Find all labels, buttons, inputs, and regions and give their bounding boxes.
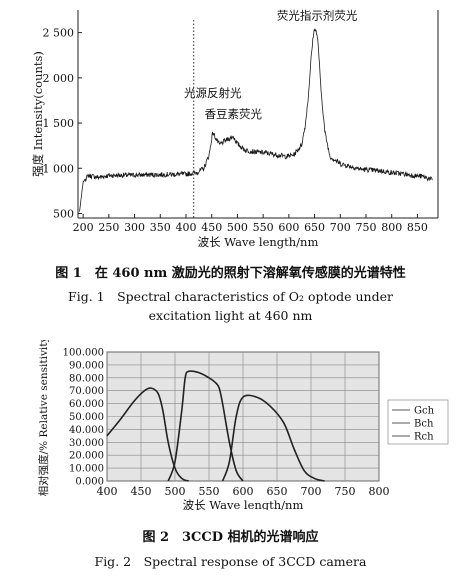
y-tick-label: 60.000 (69, 399, 104, 410)
x-tick-label: 850 (407, 221, 428, 234)
x-tick-label: 550 (253, 221, 274, 234)
x-tick-label: 550 (199, 485, 220, 498)
annotation-label: 香豆素荧光 (205, 107, 263, 121)
figure2-chart: 0.000 10.000 20.000 30.000 40.000 50.000 60.00… (37, 340, 449, 510)
y-tick-label: 0.000 (75, 477, 104, 488)
y-tick-label: 90.000 (69, 360, 104, 371)
x-tick-label: 800 (381, 221, 402, 234)
x-tick-label: 700 (301, 485, 322, 498)
y-tick-label: 1 000 (43, 162, 75, 175)
annotation-label: 光源反射光 (184, 86, 242, 100)
y-tick-label: 10.000 (69, 464, 104, 475)
x-tick-label: 600 (233, 485, 254, 498)
x-tick-label: 350 (150, 221, 171, 234)
figure1-chart: 200 250 300 350 400 450 500 550 600 650 700 750 800 8… (31, 8, 439, 249)
y-axis-label: 相对强度/% Relative sensitivity (37, 340, 50, 496)
x-tick-label: 250 (98, 221, 119, 234)
figure2-caption-cn: 图 2 3CCD 相机的光谱响应 (142, 530, 319, 545)
x-axis-label: 波长 Wave length/nm (183, 498, 304, 510)
x-tick-label: 400 (97, 485, 118, 498)
x-tick-label: 500 (165, 485, 186, 498)
x-tick-label: 300 (124, 221, 145, 234)
y-tick-label: 30.000 (69, 438, 104, 449)
x-tick-label: 500 (227, 221, 248, 234)
legend-label-rch: Rch (414, 432, 434, 443)
x-tick-label: 450 (131, 485, 152, 498)
figure1-caption-en-line2: excitation light at 460 nm (148, 308, 313, 323)
x-tick-label: 750 (335, 485, 356, 498)
series-line-rch (221, 394, 325, 482)
y-tick-label: 2 000 (43, 72, 75, 85)
figure1-caption-en-line1: Fig. 1 Spectral characteristics of O₂ op… (68, 289, 393, 304)
x-tick-label: 800 (369, 485, 390, 498)
y-axis-label: 强度 Intensity(counts) (31, 51, 45, 177)
x-tick-label: 600 (278, 221, 299, 234)
x-tick-label: 450 (201, 221, 222, 234)
y-tick-label: 50.000 (69, 412, 104, 423)
legend-box (387, 399, 449, 445)
x-tick-label: 650 (304, 221, 325, 234)
x-tick-label: 750 (356, 221, 377, 234)
y-tick-label: 40.000 (69, 425, 104, 436)
series-line-bch (167, 370, 244, 482)
x-axis-label: 波长 Wave length/nm (198, 235, 319, 249)
x-tick-label: 700 (330, 221, 351, 234)
annotation-label: 荧光指示剂荧光 (277, 8, 358, 22)
figure1-caption-cn: 图 1 在 460 nm 激励光的照射下溶解氧传感膜的光谱特性 (55, 266, 406, 281)
y-tick-label: 80.000 (69, 373, 104, 384)
x-tick-label: 200 (73, 221, 94, 234)
y-tick-label: 20.000 (69, 451, 104, 462)
series-line-gch (106, 387, 189, 482)
y-tick-label: 1 500 (43, 117, 75, 130)
legend-label-bch: Bch (414, 419, 434, 430)
y-tick-label: 70.000 (69, 386, 104, 397)
spectrum-line (79, 28, 433, 212)
y-tick-label: 100.000 (63, 348, 104, 359)
x-tick-label: 400 (176, 221, 197, 234)
x-tick-label: 650 (267, 485, 288, 498)
figure2-caption-en: Fig. 2 Spectral response of 3CCD camera (94, 554, 367, 569)
y-tick-label: 2 500 (43, 27, 75, 40)
legend-label-gch: Gch (414, 406, 435, 417)
y-tick-label: 500 (53, 207, 74, 220)
